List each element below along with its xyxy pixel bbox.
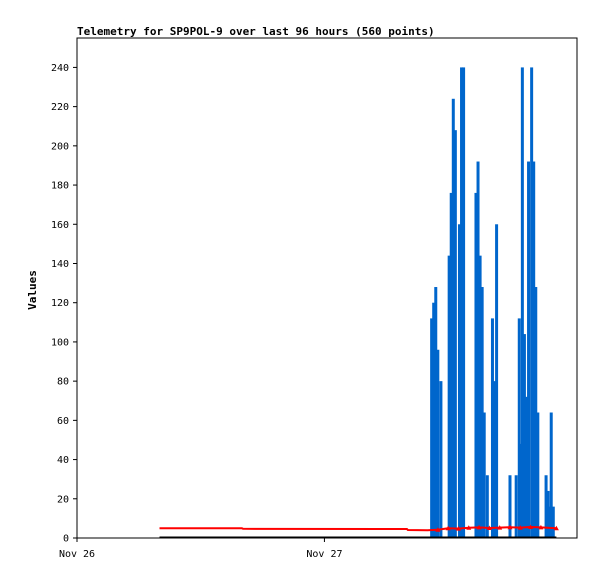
bar-series: [430, 67, 555, 539]
bar: [544, 475, 548, 538]
line-series: [159, 524, 559, 538]
point-marker: [445, 525, 451, 531]
point-marker: [497, 525, 503, 530]
bar: [451, 98, 455, 539]
bar: [549, 412, 553, 538]
plot-frame: [76, 37, 578, 539]
bar: [517, 318, 521, 538]
bar: [430, 318, 434, 538]
y-tick-label: 140: [51, 259, 69, 270]
bar: [514, 475, 518, 538]
y-tick-label: 40: [57, 455, 69, 466]
bar: [476, 161, 480, 538]
bar: [436, 349, 440, 538]
bar: [478, 255, 482, 538]
x-tick-label: Nov 27: [306, 549, 342, 560]
point-marker: [528, 524, 534, 530]
bar: [432, 302, 436, 538]
y-tick-label: 80: [57, 377, 69, 388]
bar: [495, 224, 499, 538]
point-marker: [538, 524, 544, 530]
point-marker: [455, 526, 461, 531]
bar: [434, 287, 438, 538]
bar: [453, 130, 457, 538]
y-axis: 0 20 40 60 80 100 120 140 160 180 200 220 240: [51, 63, 77, 545]
point-marker: [486, 525, 492, 530]
bar: [536, 412, 540, 538]
point-marker: [435, 527, 441, 532]
bar: [532, 161, 536, 538]
point-marker: [466, 525, 472, 530]
bar: [480, 287, 484, 538]
y-axis-label: Values: [26, 270, 39, 310]
series-line-1: [159, 525, 557, 532]
bar: [490, 318, 494, 538]
chart-title: Telemetry for SP9POL-9 over last 96 hour…: [77, 25, 435, 38]
bar: [447, 255, 451, 538]
y-tick-label: 200: [51, 141, 69, 152]
y-tick-label: 160: [51, 220, 69, 231]
bar: [474, 192, 478, 538]
bar: [462, 67, 466, 538]
y-tick-label: 60: [57, 416, 69, 427]
point-marker: [507, 524, 513, 530]
bar: [534, 287, 538, 538]
y-tick-label: 0: [63, 534, 69, 545]
bar: [485, 475, 489, 538]
bar: [493, 381, 497, 538]
bar: [520, 67, 524, 538]
bar: [522, 334, 526, 538]
bar: [457, 224, 461, 538]
bar: [524, 396, 528, 538]
point-marker: [553, 525, 559, 531]
bar: [527, 161, 531, 538]
y-tick-label: 240: [51, 63, 69, 74]
bar: [460, 67, 464, 538]
y-tick-label: 220: [51, 102, 69, 113]
y-tick-label: 20: [57, 494, 69, 505]
y-tick-label: 120: [51, 298, 69, 309]
point-marker: [476, 524, 482, 530]
bar: [546, 490, 550, 538]
x-tick-label: Nov 26: [59, 549, 95, 560]
bar: [482, 412, 486, 538]
y-tick-label: 100: [51, 337, 69, 348]
bar: [551, 506, 555, 538]
bar: [508, 475, 512, 538]
bar: [530, 67, 534, 538]
point-marker: [517, 525, 523, 530]
y-tick-label: 180: [51, 181, 69, 192]
bar: [449, 192, 453, 538]
bar: [439, 381, 443, 538]
x-axis: Nov 26 Nov 27: [59, 538, 342, 560]
